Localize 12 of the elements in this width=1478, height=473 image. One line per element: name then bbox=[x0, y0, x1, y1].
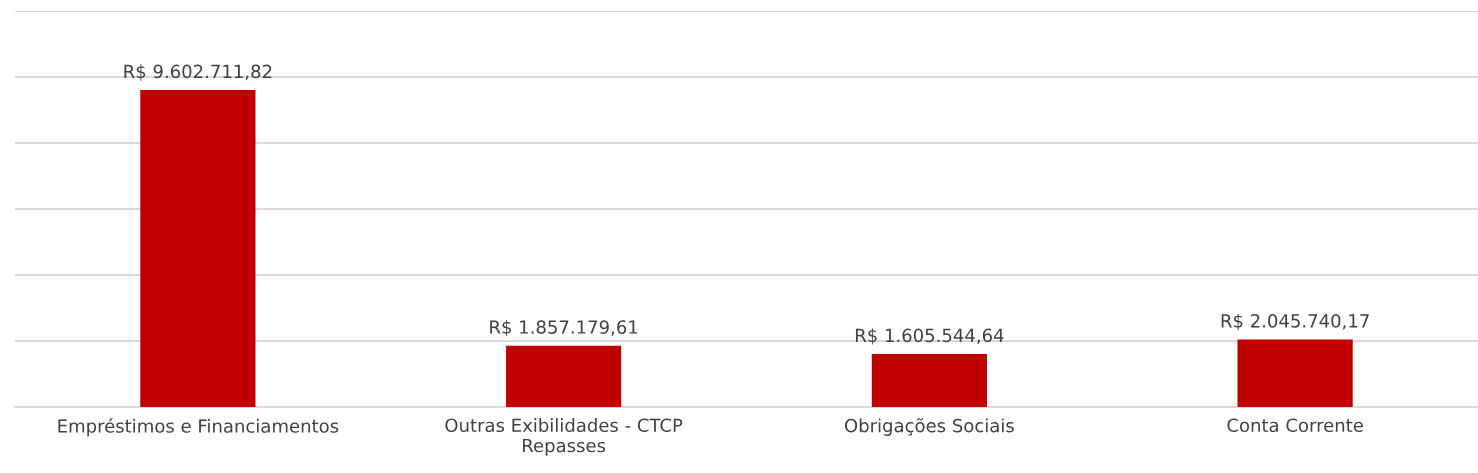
data-label: R$ 1.857.179,61 bbox=[490, 319, 638, 337]
data-label: R$ 1.605.544,64 bbox=[855, 328, 1004, 345]
data-label: R$ 9.602.711,82 bbox=[124, 64, 272, 81]
x-tick-label: Obrigações Sociais bbox=[844, 418, 1014, 436]
data-label: R$ 2.045.740,17 bbox=[1221, 313, 1369, 331]
x-tick-label: Conta Corrente bbox=[1227, 418, 1363, 433]
x-tick-label: Outras Exibilidades - CTCP Repasses bbox=[445, 418, 683, 456]
bar bbox=[1237, 339, 1353, 407]
bar bbox=[140, 90, 256, 407]
bar bbox=[871, 354, 987, 407]
x-tick-label: Empréstimos e Financiamentos bbox=[58, 418, 339, 437]
bar bbox=[506, 345, 622, 407]
